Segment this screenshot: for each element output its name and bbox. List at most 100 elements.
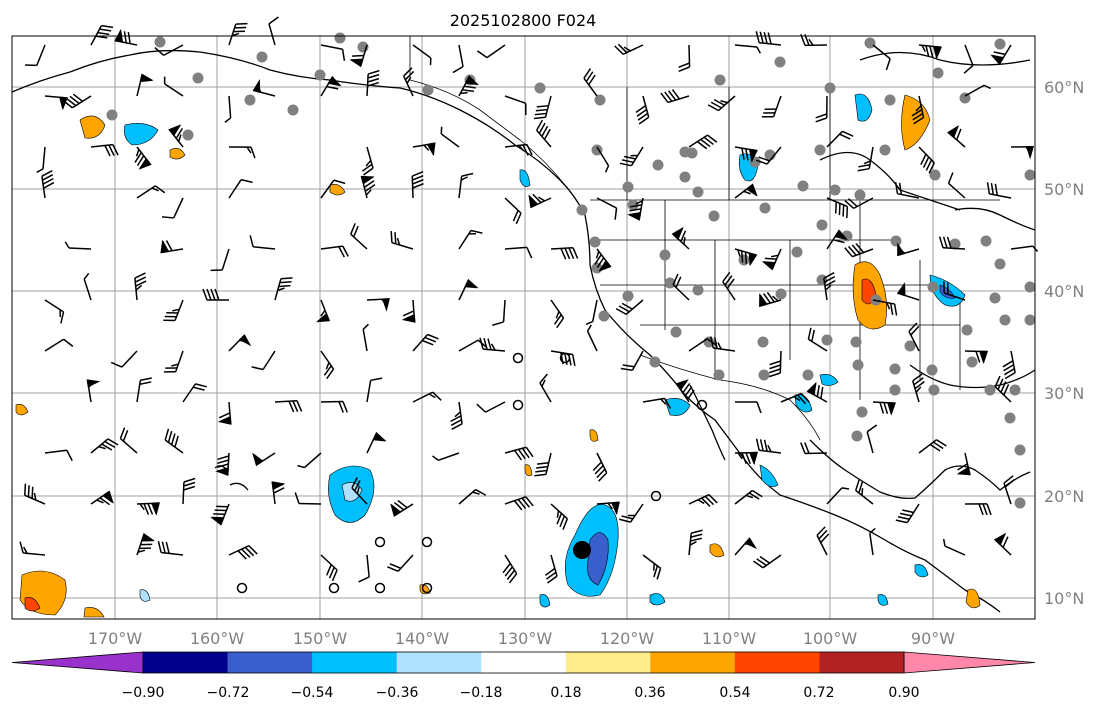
- wind-barb: [458, 278, 479, 301]
- observation-point: [708, 210, 720, 222]
- observation-point: [713, 369, 725, 381]
- wind-barb: [826, 487, 850, 505]
- observation-point: [256, 51, 268, 63]
- wind-barb: [535, 119, 552, 148]
- observation-point: [864, 37, 876, 49]
- wind-barb: [586, 324, 598, 352]
- wind-barb: [806, 381, 828, 403]
- observation-point: [816, 274, 828, 286]
- wind-barb: [390, 499, 414, 517]
- wind-barb: [688, 134, 718, 150]
- observation-point: [984, 384, 996, 396]
- wind-barb: [620, 350, 644, 372]
- shaded-contours: [15, 93, 981, 618]
- wind-barb: [807, 327, 828, 352]
- colorbar-swatch: [143, 652, 229, 673]
- wind-barb: [411, 170, 424, 199]
- wind-barb: [866, 424, 878, 454]
- wind-barb: [504, 446, 534, 461]
- latitude-labels: 60°N 50°N 40°N 30°N 20°N 10°N: [1044, 78, 1084, 608]
- observation-point: [889, 363, 901, 375]
- wind-barb: [440, 126, 460, 148]
- wind-barb: [734, 248, 758, 267]
- wind-barb: [956, 452, 971, 476]
- wind-barb: [642, 397, 672, 409]
- wind-barb: [734, 146, 758, 163]
- wind-barb: [168, 124, 184, 148]
- wind-barb: [678, 44, 691, 72]
- wind-barb: [412, 333, 439, 352]
- wind-barb: [210, 503, 230, 526]
- coastlines: [11, 49, 1036, 613]
- wind-barb: [619, 146, 644, 167]
- observation-point: [182, 129, 194, 141]
- wind-barb: [320, 350, 335, 380]
- wind-barb: [675, 379, 695, 403]
- wind-barb: [320, 44, 346, 61]
- wind-barb: [320, 400, 348, 413]
- wind-barb: [44, 338, 74, 352]
- wind-barb: [596, 501, 620, 516]
- observation-point: [679, 171, 691, 183]
- wind-barb: [412, 142, 436, 157]
- observation-point: [1014, 497, 1026, 509]
- wind-barb: [826, 197, 849, 219]
- observation-point: [659, 249, 671, 261]
- wind-barb: [349, 44, 368, 68]
- wind-barb: [963, 44, 974, 74]
- wind-barb: [228, 178, 253, 199]
- lon-label: 160°W: [190, 629, 245, 648]
- wind-barb: [857, 146, 874, 172]
- colorbar-swatch: [312, 652, 398, 673]
- colorbar-extend-max: [903, 651, 1036, 674]
- wind-barb: [596, 146, 610, 173]
- wind-barb: [908, 322, 920, 352]
- wind-barb: [734, 537, 758, 556]
- wind-barb: [753, 554, 782, 569]
- observation-point: [244, 94, 256, 106]
- wind-barb: [583, 68, 598, 97]
- wind-barb: [361, 146, 374, 176]
- wind-barb: [274, 277, 293, 301]
- wind-barb: [161, 197, 184, 219]
- wind-barb: [452, 44, 464, 74]
- wind-barb: [755, 146, 782, 165]
- observation-point: [774, 56, 786, 68]
- wind-barb: [761, 95, 782, 118]
- observation-point: [949, 238, 961, 250]
- wind-barb: [990, 44, 1012, 66]
- observation-point: [1014, 444, 1026, 456]
- political-borders: [409, 36, 1000, 441]
- calm-wind-markers: [236, 352, 708, 594]
- colorbar-tick-label: 0.72: [803, 685, 834, 701]
- wind-barb: [360, 175, 376, 199]
- wind-barb: [872, 299, 898, 316]
- wind-barb: [366, 298, 390, 312]
- observation-point: [850, 336, 862, 348]
- observation-point: [334, 32, 346, 44]
- observation-point: [1024, 314, 1036, 326]
- observation-point: [627, 199, 639, 211]
- wind-barb: [320, 179, 346, 199]
- wind-barb: [62, 93, 92, 109]
- wind-barb: [476, 44, 506, 59]
- observation-point: [884, 94, 896, 106]
- wind-barb: [458, 229, 483, 250]
- wind-barb: [316, 299, 331, 323]
- wind-barb: [390, 230, 414, 250]
- wind-barbs: [19, 16, 1039, 584]
- wind-barb: [533, 95, 552, 120]
- wind-barb: [134, 146, 152, 170]
- wind-barb: [450, 401, 463, 430]
- wind-barb: [872, 401, 897, 416]
- observation-point: [927, 281, 939, 293]
- observation-point: [816, 219, 828, 231]
- lon-label: 150°W: [293, 629, 348, 648]
- map-background: [12, 36, 1035, 619]
- wind-barb: [297, 452, 322, 469]
- wind-barb: [672, 273, 690, 301]
- wind-barb: [217, 401, 232, 425]
- wind-barb: [844, 197, 874, 210]
- wind-barb: [268, 16, 279, 46]
- lat-label: 20°N: [1044, 487, 1084, 506]
